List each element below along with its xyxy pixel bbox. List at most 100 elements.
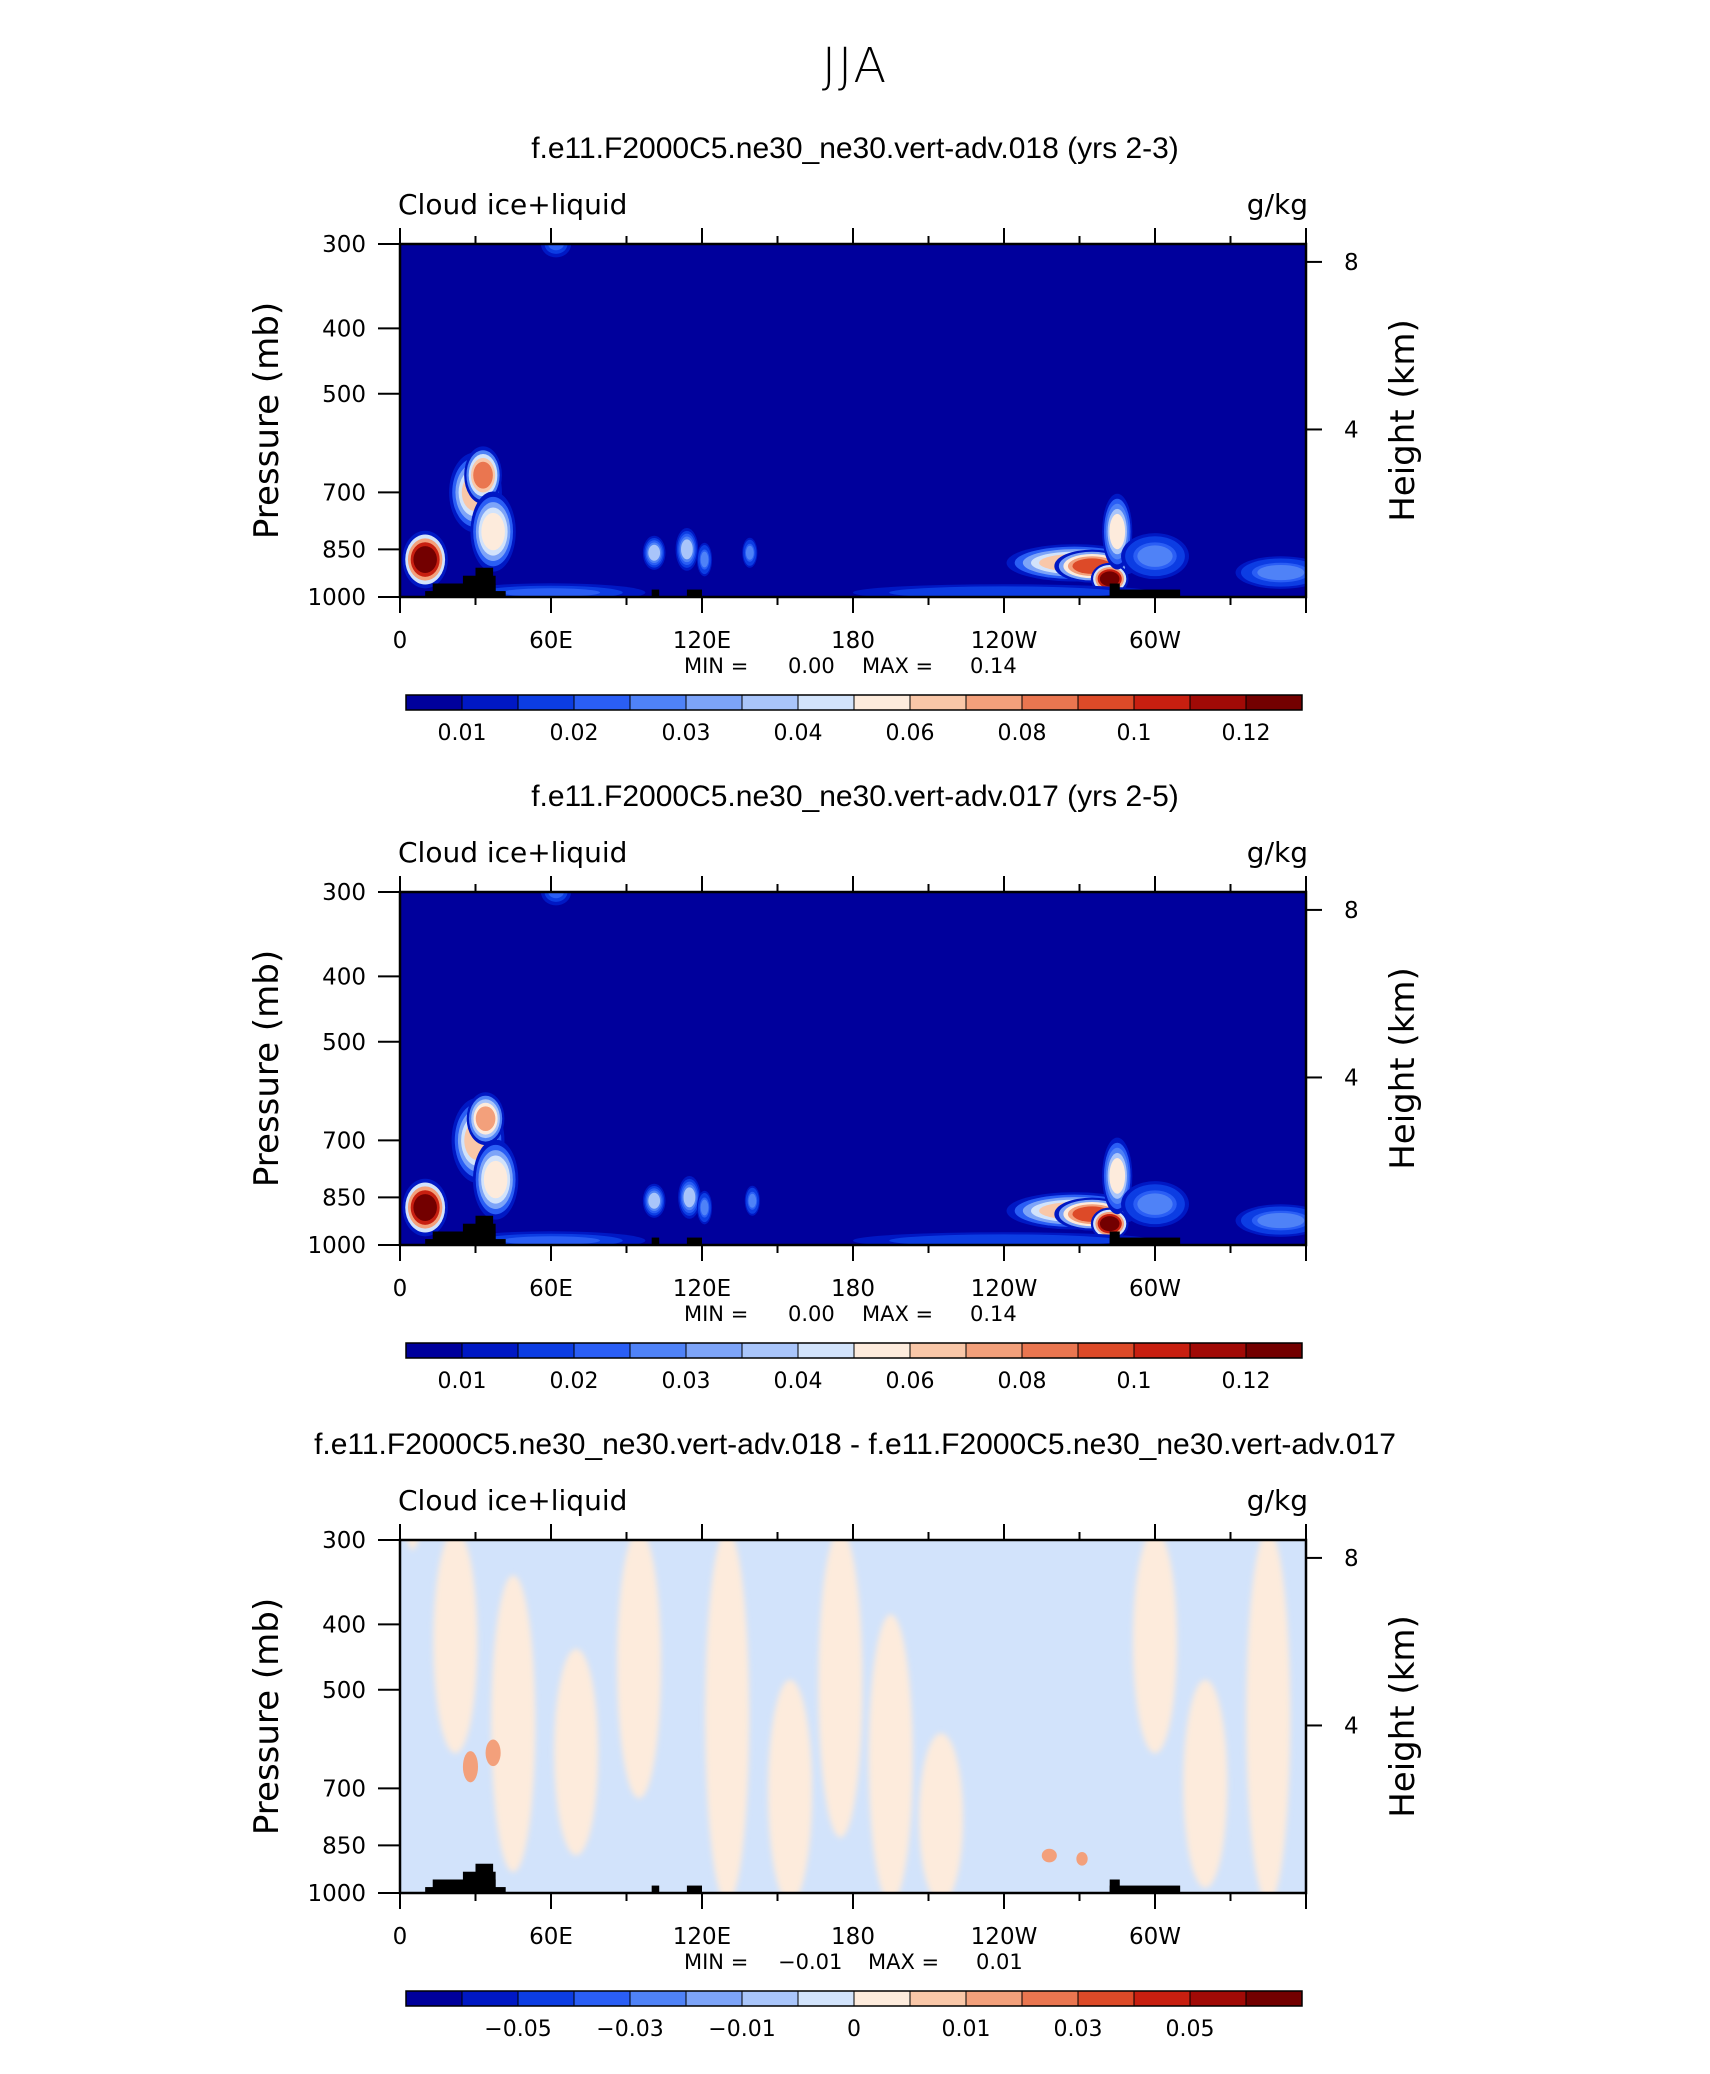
contour-level: [413, 1194, 437, 1221]
colorbar-label: 0.1: [1117, 1369, 1152, 1394]
x-tick-label: 120W: [971, 1276, 1038, 1302]
panel-title: f.e11.F2000C5.ne30_ne30.vert-adv.018 - f…: [314, 1428, 1396, 1461]
colorbar-label: −0.03: [596, 2017, 663, 2042]
colorbar-label: 0.03: [662, 721, 711, 746]
plot-field: [400, 1540, 1306, 1893]
x-tick-label: 0: [393, 628, 408, 654]
colorbar-swatch: [741, 1990, 799, 2007]
contour-level: [700, 551, 709, 568]
colorbar-swatch: [965, 1990, 1023, 2007]
colorbar-label: 0.01: [942, 2017, 991, 2042]
x-tick-label: 60W: [1129, 628, 1181, 654]
contour-level: [925, 588, 1083, 597]
min-label: MIN =: [684, 1950, 749, 1974]
x-tick-label: 120E: [673, 628, 731, 654]
x-tick-label: 60W: [1129, 1276, 1181, 1302]
colorbar-label: 0.06: [886, 1369, 935, 1394]
topography-block: [1109, 1885, 1181, 1893]
max-value: 0.01: [976, 1950, 1023, 1974]
x-axis: 0 60E 120E 180 120W 60W: [393, 228, 1307, 654]
contour-level: [648, 544, 661, 561]
topography-block: [651, 1885, 660, 1893]
x-tick-label: 120E: [673, 1276, 731, 1302]
max-label: MAX =: [868, 1950, 940, 1974]
band: [919, 1733, 964, 1893]
colorbar-frame: [405, 1342, 1303, 1359]
chart-1: 0 60E 120E 180 120W 60W 300 400 500 700 850 1000 Pre…: [247, 228, 1423, 746]
contour-level: [700, 1199, 709, 1216]
band: [818, 1540, 863, 1838]
colorbar-label: 0.03: [1054, 2017, 1103, 2042]
colorbar-label: 0.1: [1117, 721, 1152, 746]
y-axis: 300 400 500 700 850 1000 Pressure (mb): [247, 1528, 400, 1907]
y2-axis: 8 4 Height (km): [1306, 898, 1423, 1170]
colorbar-label: 0.06: [886, 721, 935, 746]
y-axis-label: Pressure (mb): [247, 302, 287, 539]
x-tick-label: 0: [393, 1924, 408, 1950]
contour-features: [402, 244, 1306, 597]
colorbar: −0.05 −0.03 −0.01 0 0.01 0.03 0.05: [405, 1990, 1303, 2042]
band: [868, 1614, 913, 1893]
x-tick-label: 60E: [529, 1924, 573, 1950]
y-tick-label: 300: [322, 880, 366, 906]
y2-tick-label: 8: [1344, 898, 1359, 924]
colorbar-swatch: [797, 1990, 855, 2007]
topography-block: [651, 589, 660, 597]
colorbar-label: 0.02: [550, 721, 599, 746]
units-label: g/kg: [1246, 836, 1308, 869]
contour-features: [462, 1739, 1088, 1866]
chart-2: 0 60E 120E 180 120W 60W 300 400 500 700 850 1000 Pre…: [247, 876, 1423, 1394]
contour-level: [475, 1106, 496, 1132]
colorbar-label: 0.02: [550, 1369, 599, 1394]
colorbar-swatch: [853, 1990, 911, 2007]
contour-level: [1257, 1212, 1305, 1229]
colorbar-swatch: [685, 1990, 743, 2007]
contour-level: [501, 1236, 601, 1245]
y-tick-label: 1000: [307, 585, 366, 611]
panel-title: f.e11.F2000C5.ne30_ne30.vert-adv.017 (yr…: [531, 780, 1179, 813]
y-tick-label: 500: [322, 1678, 366, 1704]
topography-block: [475, 567, 494, 597]
y2-tick-label: 8: [1344, 250, 1359, 276]
topography-block: [1109, 1879, 1120, 1893]
band: [1133, 1540, 1177, 1754]
y-axis: 300 400 500 700 850 1000 Pressure (mb): [247, 880, 400, 1259]
colorbar-swatch: [629, 1990, 687, 2007]
y-tick-label: 850: [322, 1185, 366, 1211]
colorbar-label: −0.01: [708, 2017, 775, 2042]
contour-level: [481, 512, 505, 551]
colorbar-swatch: [1133, 1990, 1191, 2007]
colorbar-label: 0.08: [998, 721, 1047, 746]
y2-tick-label: 8: [1344, 1546, 1359, 1572]
plot-field: [400, 244, 1306, 597]
y-tick-label: 700: [322, 480, 366, 506]
colorbar-label: 0.01: [438, 1369, 487, 1394]
topography-block: [475, 1215, 494, 1245]
band: [491, 1575, 536, 1873]
band: [407, 1540, 419, 1550]
y-tick-label: 500: [322, 382, 366, 408]
units-label: g/kg: [1246, 1484, 1308, 1517]
topography-block: [651, 1237, 660, 1245]
topography-block: [1109, 1231, 1120, 1245]
colorbar-label: 0.04: [774, 1369, 823, 1394]
contour-level: [462, 1751, 479, 1783]
colorbar-label: 0.12: [1222, 721, 1271, 746]
band: [1183, 1679, 1228, 1888]
colorbar: 0.01 0.02 0.03 0.04 0.06 0.08 0.1 0.12: [405, 1342, 1303, 1394]
topography: [425, 567, 1181, 597]
y-axis-label: Pressure (mb): [247, 1598, 287, 1835]
colorbar-swatch: [405, 1990, 463, 2007]
min-value: −0.01: [778, 1950, 843, 1974]
colorbar-frame: [405, 1990, 1303, 2007]
contour-level: [1137, 1193, 1173, 1215]
colorbar-label: 0.03: [662, 1369, 711, 1394]
contour-level: [548, 892, 564, 899]
colorbar-swatch: [573, 1990, 631, 2007]
contour-features: [402, 892, 1306, 1245]
colorbar-label: −0.05: [484, 2017, 551, 2042]
topography-block: [686, 1885, 702, 1893]
y-axis-label: Pressure (mb): [247, 950, 287, 1187]
band: [1246, 1540, 1291, 1893]
colorbar-swatch: [517, 1990, 575, 2007]
